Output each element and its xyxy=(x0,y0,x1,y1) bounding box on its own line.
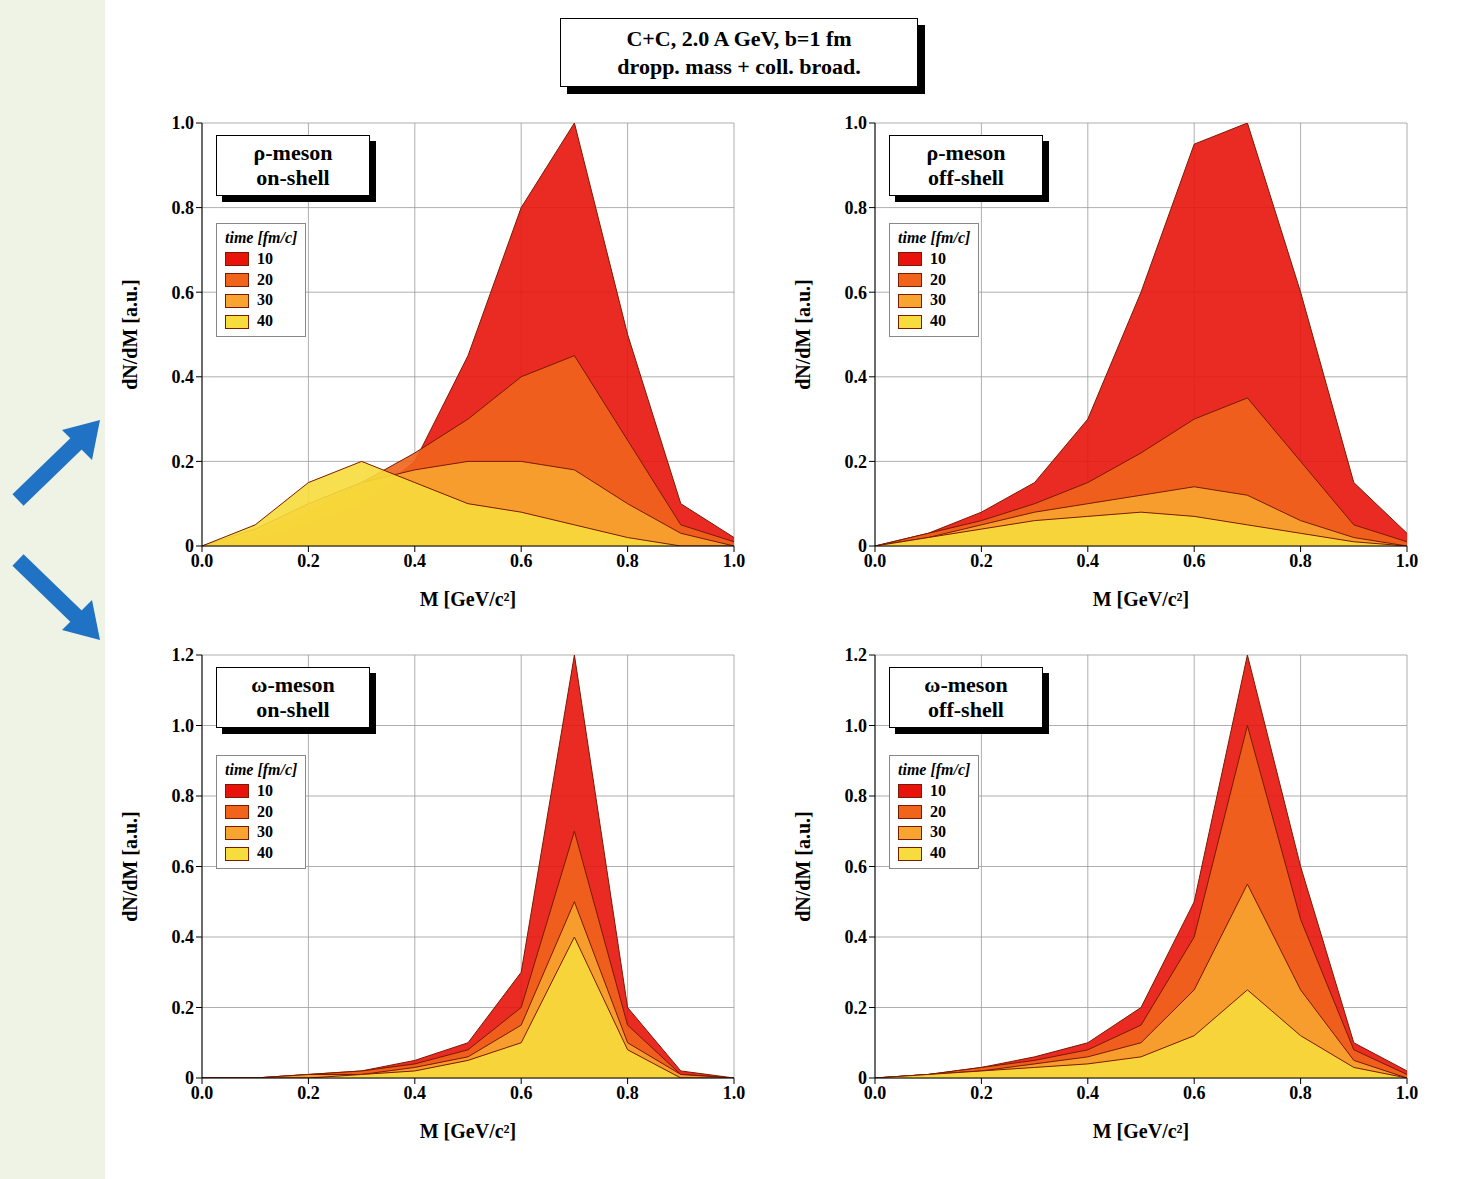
svg-text:0.6: 0.6 xyxy=(172,857,195,877)
svg-text:dN/dM [a.u.]: dN/dM [a.u.] xyxy=(792,811,814,922)
svg-text:0.8: 0.8 xyxy=(1289,1083,1312,1103)
html-text:20: 20 xyxy=(930,270,946,288)
html-text:40: 40 xyxy=(257,844,273,862)
svg-text:M [GeV/c²]: M [GeV/c²] xyxy=(420,1120,517,1142)
svg-text:0.4: 0.4 xyxy=(172,927,195,947)
svg-text:0.6: 0.6 xyxy=(845,283,868,303)
svg-text:0.2: 0.2 xyxy=(172,998,195,1018)
svg-text:1.0: 1.0 xyxy=(723,551,746,571)
svg-text:0.2: 0.2 xyxy=(297,1083,320,1103)
html-text:off-shell: off-shell xyxy=(928,165,1004,191)
svg-text:0.0: 0.0 xyxy=(191,1083,214,1103)
svg-text:0.2: 0.2 xyxy=(297,551,320,571)
svg-text:1.0: 1.0 xyxy=(845,113,868,133)
svg-text:0: 0 xyxy=(858,536,867,556)
html-text:30: 30 xyxy=(257,291,273,309)
svg-text:0.8: 0.8 xyxy=(172,786,195,806)
svg-text:M [GeV/c²]: M [GeV/c²] xyxy=(420,588,517,610)
html-text:off-shell: off-shell xyxy=(928,697,1004,723)
svg-text:0.4: 0.4 xyxy=(845,927,868,947)
html-text:40: 40 xyxy=(930,312,946,330)
html-text:10: 10 xyxy=(257,781,273,799)
svg-text:0.8: 0.8 xyxy=(616,551,639,571)
html-text:10: 10 xyxy=(930,249,946,267)
svg-text:1.2: 1.2 xyxy=(845,645,868,665)
html-text:10: 10 xyxy=(257,249,273,267)
svg-text:M [GeV/c²]: M [GeV/c²] xyxy=(1093,588,1190,610)
svg-text:0.6: 0.6 xyxy=(510,1083,533,1103)
html-text:ω-meson: ω-meson xyxy=(251,672,335,697)
html-text:C+C, 2.0 A GeV, b=1 fm: C+C, 2.0 A GeV, b=1 fm xyxy=(626,26,852,51)
html-text:time [fm/c]: time [fm/c] xyxy=(898,229,971,246)
svg-text:0.2: 0.2 xyxy=(172,452,195,472)
svg-text:0.0: 0.0 xyxy=(864,1083,887,1103)
html-text:time [fm/c]: time [fm/c] xyxy=(898,761,971,778)
svg-text:0: 0 xyxy=(858,1068,867,1088)
html-text:time [fm/c]: time [fm/c] xyxy=(225,229,298,246)
svg-text:0.6: 0.6 xyxy=(845,857,868,877)
svg-text:0.8: 0.8 xyxy=(172,198,195,218)
svg-text:0.6: 0.6 xyxy=(172,283,195,303)
html-text:ρ-meson: ρ-meson xyxy=(253,140,333,165)
html-text:20: 20 xyxy=(257,802,273,820)
svg-text:1.0: 1.0 xyxy=(1396,551,1419,571)
svg-text:1.0: 1.0 xyxy=(1396,1083,1419,1103)
html-text:30: 30 xyxy=(930,823,946,841)
svg-text:0.2: 0.2 xyxy=(970,1083,993,1103)
svg-text:0.4: 0.4 xyxy=(404,1083,427,1103)
html-text:20: 20 xyxy=(930,802,946,820)
html-text:ω-meson: ω-meson xyxy=(924,672,1008,697)
svg-text:1.2: 1.2 xyxy=(172,645,195,665)
svg-text:1.0: 1.0 xyxy=(845,716,868,736)
html-text:40: 40 xyxy=(930,844,946,862)
svg-text:0: 0 xyxy=(185,536,194,556)
svg-text:0.0: 0.0 xyxy=(864,551,887,571)
svg-text:0.8: 0.8 xyxy=(845,198,868,218)
svg-text:0: 0 xyxy=(185,1068,194,1088)
svg-text:dN/dM [a.u.]: dN/dM [a.u.] xyxy=(792,279,814,390)
html-text:20: 20 xyxy=(257,270,273,288)
html-text:on-shell: on-shell xyxy=(256,697,330,723)
svg-text:0.8: 0.8 xyxy=(845,786,868,806)
svg-text:0.2: 0.2 xyxy=(845,452,868,472)
svg-text:dN/dM [a.u.]: dN/dM [a.u.] xyxy=(119,811,141,922)
svg-text:0.8: 0.8 xyxy=(1289,551,1312,571)
svg-text:0.4: 0.4 xyxy=(1077,1083,1100,1103)
svg-text:0.4: 0.4 xyxy=(845,367,868,387)
svg-text:1.0: 1.0 xyxy=(172,113,195,133)
svg-text:0.8: 0.8 xyxy=(616,1083,639,1103)
html-text:dropp. mass + coll. broad.: dropp. mass + coll. broad. xyxy=(617,53,861,79)
svg-text:0.6: 0.6 xyxy=(1183,1083,1206,1103)
svg-text:0.4: 0.4 xyxy=(1077,551,1100,571)
html-text:ρ-meson: ρ-meson xyxy=(926,140,1006,165)
svg-text:dN/dM [a.u.]: dN/dM [a.u.] xyxy=(119,279,141,390)
svg-text:0.0: 0.0 xyxy=(191,551,214,571)
svg-text:0.4: 0.4 xyxy=(172,367,195,387)
svg-text:1.0: 1.0 xyxy=(723,1083,746,1103)
html-text:time [fm/c]: time [fm/c] xyxy=(225,761,298,778)
svg-text:0.2: 0.2 xyxy=(845,998,868,1018)
svg-text:0.6: 0.6 xyxy=(510,551,533,571)
html-text:30: 30 xyxy=(930,291,946,309)
html-text:40: 40 xyxy=(257,312,273,330)
svg-text:1.0: 1.0 xyxy=(172,716,195,736)
html-text:30: 30 xyxy=(257,823,273,841)
html-text:on-shell: on-shell xyxy=(256,165,330,191)
html-text:10: 10 xyxy=(930,781,946,799)
svg-text:M [GeV/c²]: M [GeV/c²] xyxy=(1093,1120,1190,1142)
svg-text:0.4: 0.4 xyxy=(404,551,427,571)
svg-text:0.2: 0.2 xyxy=(970,551,993,571)
svg-text:0.6: 0.6 xyxy=(1183,551,1206,571)
